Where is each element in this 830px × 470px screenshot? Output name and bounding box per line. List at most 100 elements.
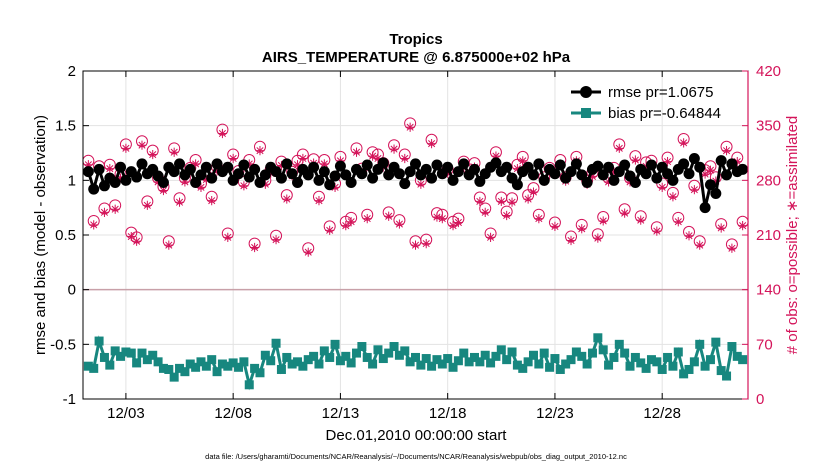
bias-point: [346, 358, 356, 368]
bias-point: [705, 355, 715, 365]
obs-assimilated-point: [636, 215, 646, 225]
obs-assimilated-point: [394, 219, 405, 229]
obs-assimilated-point: [496, 196, 506, 207]
rmse-point: [576, 169, 588, 181]
rmse-point: [367, 172, 379, 184]
y-right-tick-label: 350: [756, 118, 781, 135]
obs-assimilated-point: [400, 153, 410, 164]
bias-point: [486, 358, 496, 368]
obs-assimilated-point: [630, 155, 640, 165]
rmse-point: [109, 177, 121, 189]
obs-assimilated-point: [523, 194, 533, 204]
bias-point: [582, 359, 592, 369]
rmse-point: [619, 159, 631, 171]
obs-assimilated-point: [239, 181, 249, 191]
obs-assimilated-point: [341, 221, 351, 231]
bias-point: [689, 357, 699, 367]
rmse-point: [259, 169, 271, 181]
obs-assimilated-point: [126, 231, 136, 242]
obs-assimilated-point: [105, 164, 115, 174]
rmse-point: [737, 163, 749, 175]
bias-point: [185, 359, 195, 369]
bias-point: [105, 360, 115, 370]
obs-assimilated-point: [228, 153, 238, 164]
rmse-point: [334, 160, 346, 172]
rmse-point: [399, 178, 411, 190]
rmse-point: [538, 174, 550, 186]
bias-point: [598, 345, 608, 355]
rmse-point: [131, 171, 143, 183]
bias-point: [443, 354, 453, 364]
bias-point: [502, 355, 512, 365]
bias-point: [266, 356, 276, 366]
bias-point: [679, 369, 689, 379]
obs-assimilated-point: [711, 176, 721, 186]
obs-assimilated-point: [528, 187, 539, 197]
bias-point: [330, 339, 340, 349]
obs-assimilated-point: [534, 214, 544, 224]
bias-point: [394, 350, 404, 360]
series-layer: [82, 152, 749, 391]
y-tick-label: 0: [68, 282, 76, 299]
bias-point: [158, 363, 168, 373]
bias-point: [201, 361, 211, 371]
legend-marker-circle: [580, 86, 592, 98]
rmse-point: [93, 163, 105, 175]
rmse-point: [136, 158, 148, 170]
obs-assimilated-point: [196, 182, 206, 192]
rmse-point: [597, 169, 609, 181]
rmse-point: [452, 166, 464, 178]
bias-point: [453, 356, 463, 366]
bias-point: [566, 355, 576, 365]
bias-point: [673, 347, 683, 357]
bias-point: [271, 338, 281, 348]
obs-assimilated-point: [705, 165, 716, 175]
obs-assimilated-point: [727, 243, 737, 253]
bias-point: [571, 347, 581, 357]
rmse-point: [184, 163, 196, 175]
bias-point: [319, 346, 329, 356]
rmse-point: [522, 161, 534, 173]
bias-point: [234, 362, 244, 372]
obs-assimilated-point: [330, 182, 340, 192]
bias-point: [427, 361, 437, 371]
bias-point: [534, 359, 544, 369]
rmse-point: [190, 177, 202, 189]
rmse-point: [447, 174, 459, 186]
bias-point: [298, 361, 308, 371]
rmse-point: [570, 158, 582, 170]
bias-point: [110, 346, 120, 356]
obs-assimilated-point: [738, 221, 748, 231]
y-right-tick-label: 140: [756, 282, 781, 299]
rmse-point: [704, 179, 716, 191]
rmse-point: [474, 175, 486, 187]
rmse-point: [383, 169, 395, 181]
bias-point: [207, 355, 217, 365]
obs-assimilated-point: [593, 233, 603, 243]
rmse-point: [683, 168, 695, 180]
bias-point: [646, 355, 656, 365]
obs-assimilated-point: [587, 171, 598, 182]
rmse-point: [549, 168, 561, 180]
y-right-tick-label: 70: [756, 336, 773, 353]
bias-point: [309, 351, 319, 361]
x-tick-label: 12/13: [322, 405, 360, 422]
bias-point: [684, 364, 694, 374]
bias-point: [142, 355, 152, 365]
obs-assimilated-point: [716, 223, 726, 233]
bias-point: [293, 357, 303, 367]
bias-point: [378, 354, 388, 364]
y-tick-label: 1: [68, 172, 76, 189]
bias-point: [287, 359, 297, 369]
rmse-point: [527, 169, 539, 181]
obs-assimilated-point: [426, 139, 437, 149]
bias-point: [555, 364, 565, 374]
obs-assimilated-point: [164, 240, 174, 250]
obs-assimilated-point: [475, 196, 485, 207]
bias-point: [545, 362, 555, 372]
bias-point: [437, 359, 447, 369]
rmse-point: [651, 172, 663, 184]
rmse-point: [98, 180, 110, 192]
bias-point: [630, 352, 640, 362]
